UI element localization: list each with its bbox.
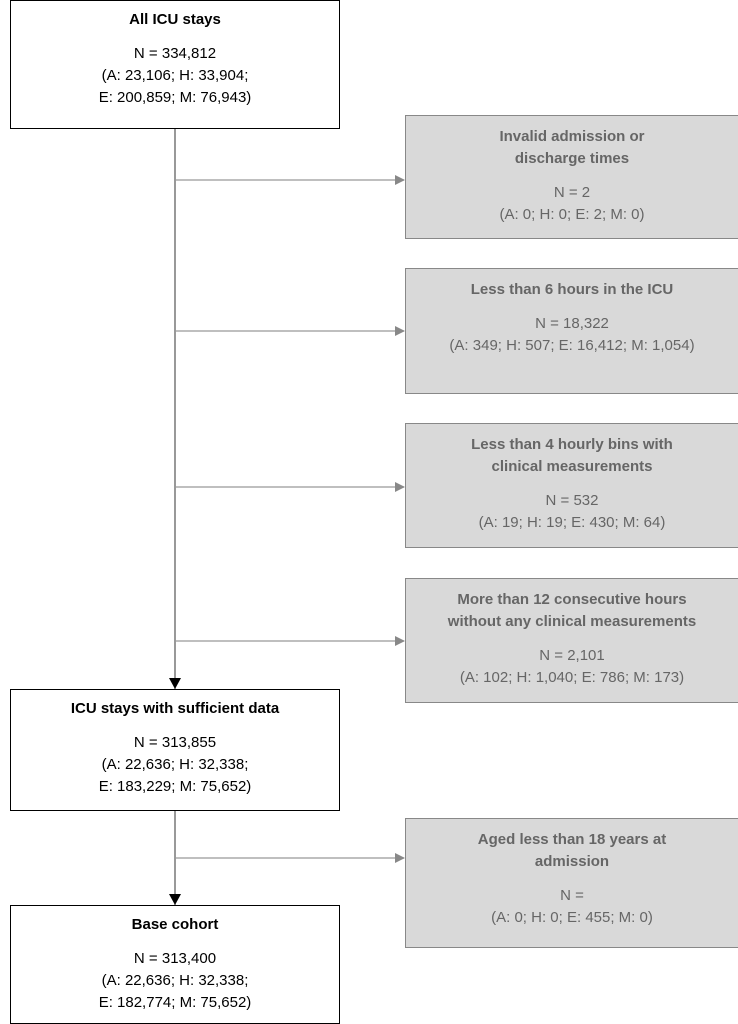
exclusion-box: Less than 6 hours in the ICU N = 18,322 (A… [405,268,738,394]
box-text: E: 183,229; M: 75,652) [98,778,252,795]
box-title: Invalid admission or [499,128,645,145]
box-text: N = 334,812 [133,45,217,62]
box-title: Base cohort [131,916,219,933]
box-text: (A: 0; H: 0; E: 2; M: 0) [499,206,645,223]
box-text: (A: 22,636; H: 32,338; [101,756,249,773]
box-text: E: 182,774; M: 75,652) [98,994,252,1011]
box-title: clinical measurements [491,458,653,475]
box-text: (A: 22,636; H: 32,338; [101,972,249,989]
box-title: admission [534,853,610,870]
box-text: E: 200,859; M: 76,943) [98,89,252,106]
cohort-box: Base cohort N = 313,400 (A: 22,636; H: 32,… [10,905,340,1024]
box-text: N = 313,855 [133,734,217,751]
exclusion-box: Aged less than 18 years at admission N = (A… [405,818,738,948]
box-text: N = 2,101 [539,647,605,664]
box-text: N = 2 [553,184,591,201]
exclusion-box: Less than 4 hourly bins with clinical mea… [405,423,738,548]
box-title: All ICU stays [129,11,221,28]
exclusion-box: Invalid admission or discharge times N = 2… [405,115,738,239]
box-text: N = 18,322 [535,315,609,332]
box-text: (A: 102; H: 1,040; E: 786; M: 173) [459,669,685,686]
box-text: (A: 0; H: 0; E: 455; M: 0) [491,909,653,926]
cohort-box: ICU stays with sufficient data N = 313,85… [10,689,340,811]
box-title: More than 12 consecutive hours [457,591,687,608]
box-title: ICU stays with sufficient data [70,700,280,717]
exclusion-box: More than 12 consecutive hours without an… [405,578,738,703]
box-title: without any clinical measurements [447,613,697,630]
box-text: N = 313,400 [133,950,217,967]
box-text: N = 532 [545,492,599,509]
box-text: N = [560,887,584,904]
box-text: (A: 19; H: 19; E: 430; M: 64) [478,514,666,531]
box-title: Aged less than 18 years at [477,831,667,848]
box-title: Less than 4 hourly bins with [471,436,673,453]
cohort-box: All ICU stays N = 334,812 (A: 23,106; H: 3… [10,0,340,129]
box-title: Less than 6 hours in the ICU [470,281,674,298]
box-text: (A: 23,106; H: 33,904; [101,67,249,84]
box-text: (A: 349; H: 507; E: 16,412; M: 1,054) [449,337,695,354]
box-title: discharge times [514,150,630,167]
